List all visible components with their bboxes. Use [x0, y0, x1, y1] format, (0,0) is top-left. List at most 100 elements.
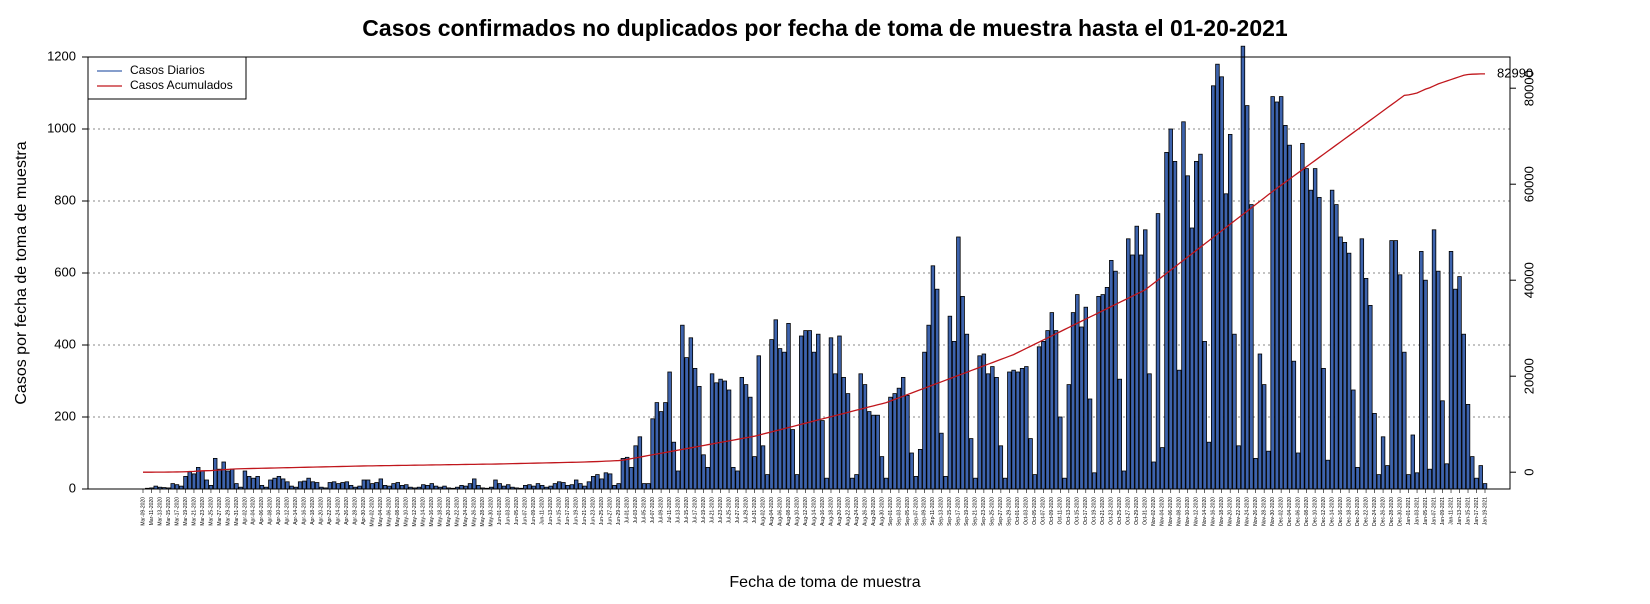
bar [1482, 483, 1488, 490]
bar [816, 333, 821, 490]
x-tick-label: Sep-29-2020 [1007, 497, 1013, 526]
bar [246, 475, 252, 490]
x-tick-label: Apr-06-2020 [259, 497, 265, 525]
bar [204, 479, 209, 490]
bar [998, 445, 1004, 490]
bar [1189, 227, 1195, 490]
x-tick-label: Jul-03-2020 [633, 497, 639, 524]
x-tick-label: May-20-2020 [446, 497, 452, 527]
x-tick-label: Apr-24-2020 [336, 497, 342, 525]
bar [493, 479, 498, 490]
bar [794, 474, 800, 490]
bar [900, 376, 906, 490]
bar [425, 484, 430, 490]
x-tick-label: Apr-08-2020 [268, 497, 274, 525]
bar [1117, 378, 1122, 490]
bar [183, 475, 188, 490]
bar [569, 484, 575, 490]
bar [930, 265, 936, 490]
bar [968, 438, 974, 490]
bar [340, 482, 345, 490]
x-tick-label: Jun-05-2020 [514, 497, 520, 525]
x-tick-label: Oct-03-2020 [1024, 497, 1030, 525]
bar [578, 483, 583, 490]
legend-box [87, 56, 247, 100]
x-tick-label: Jun-03-2020 [506, 497, 512, 525]
x-tick-label: Jan-11-2021 [1448, 497, 1454, 525]
bar [1015, 371, 1021, 490]
bar [208, 484, 214, 490]
bar [858, 373, 863, 490]
bar [973, 477, 978, 490]
bar [892, 393, 897, 490]
bar [595, 474, 600, 490]
bar [187, 471, 192, 490]
x-tick-label: Jul-05-2020 [641, 497, 647, 524]
bar [1270, 96, 1275, 490]
bar [926, 324, 931, 490]
x-tick-label: Apr-16-2020 [302, 497, 308, 525]
bar [828, 337, 834, 490]
x-tick-label: Mar-19-2020 [183, 497, 189, 526]
x-tick-label: Jan-03-2021 [1414, 497, 1420, 525]
bar [680, 324, 685, 490]
x-tick-label: Oct-11-2020 [1058, 497, 1064, 525]
bar [1002, 477, 1008, 490]
bar [1198, 153, 1203, 490]
bar [467, 483, 473, 490]
x-tick-label: Sep-13-2020 [939, 497, 945, 526]
bar [459, 484, 464, 490]
x-tick-label: Mar-23-2020 [200, 497, 206, 526]
bar [850, 477, 855, 490]
bar [1215, 63, 1220, 490]
bar [1397, 274, 1403, 490]
bar [1049, 312, 1055, 490]
bar [1024, 366, 1029, 490]
bar [276, 475, 282, 490]
bar [807, 330, 812, 490]
bar [1312, 168, 1318, 490]
bar [234, 483, 239, 490]
x-tick-label: Apr-18-2020 [310, 497, 316, 525]
bar [769, 339, 774, 490]
bar [867, 411, 872, 490]
y-tick-label: 600 [54, 264, 76, 279]
bar [875, 414, 880, 490]
bar [934, 288, 940, 490]
bar [1202, 340, 1207, 490]
x-tick-label: Nov-20-2020 [1228, 497, 1234, 526]
x-tick-label: Apr-30-2020 [361, 497, 367, 525]
x-tick-label: May-14-2020 [421, 497, 427, 527]
bar [174, 484, 180, 490]
bar [1185, 175, 1190, 490]
x-tick-label: Oct-05-2020 [1032, 497, 1038, 525]
x-tick-label: Nov-18-2020 [1219, 497, 1225, 526]
x-tick-label: Jun-17-2020 [565, 497, 571, 525]
bar [476, 484, 481, 490]
bar [599, 478, 604, 490]
x-tick-label: Aug-06-2020 [777, 497, 783, 526]
bar [1087, 398, 1093, 490]
bar [1244, 105, 1250, 490]
x-tick-label: Jun-01-2020 [497, 497, 503, 525]
x-tick-label: Aug-26-2020 [862, 497, 868, 526]
x-tick-label: Nov-08-2020 [1177, 497, 1183, 526]
bar [1363, 277, 1369, 490]
bar [535, 483, 541, 490]
bar [803, 330, 808, 490]
bar [1266, 450, 1271, 490]
x-tick-label: May-18-2020 [438, 497, 444, 527]
x-tick-label: Oct-23-2020 [1109, 497, 1115, 525]
bar [1410, 434, 1416, 490]
bar [378, 478, 384, 490]
bar [726, 389, 732, 490]
bar [365, 479, 371, 490]
bar [1219, 76, 1224, 490]
bar [985, 373, 991, 490]
x-tick-label: Aug-18-2020 [828, 497, 834, 526]
x-tick-label: Mar-15-2020 [166, 497, 172, 526]
bar [1066, 384, 1072, 490]
x-tick-label: Nov-26-2020 [1253, 497, 1259, 526]
bar [913, 475, 919, 490]
